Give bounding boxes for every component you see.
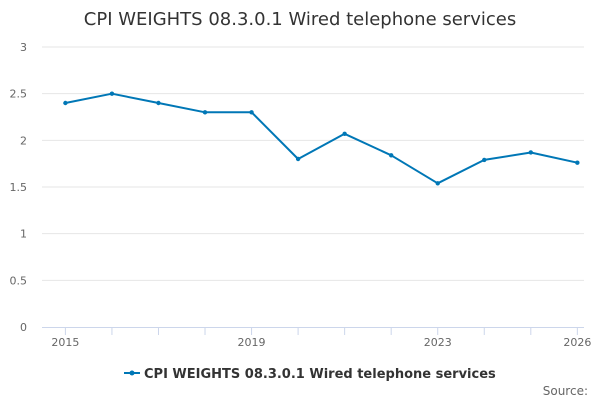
x-tick-label: 2026 <box>563 336 591 349</box>
x-tick-label: 2023 <box>424 336 452 349</box>
y-tick-label: 0 <box>20 321 27 334</box>
data-point[interactable] <box>575 160 580 165</box>
legend-swatch-marker <box>129 370 135 376</box>
x-tick-label: 2019 <box>238 336 266 349</box>
legend-label: CPI WEIGHTS 08.3.0.1 Wired telephone ser… <box>144 367 496 382</box>
data-point[interactable] <box>295 156 301 162</box>
data-point[interactable] <box>202 110 208 115</box>
y-tick-label: 2.5 <box>10 88 28 101</box>
legend[interactable]: CPI WEIGHTS 08.3.0.1 Wired telephone ser… <box>124 367 496 382</box>
data-point[interactable] <box>63 100 68 106</box>
data-point[interactable] <box>388 153 394 158</box>
data-point[interactable] <box>156 100 161 106</box>
y-tick-label: 1.5 <box>10 181 28 194</box>
data-point[interactable] <box>482 157 487 163</box>
gridlines <box>42 46 584 281</box>
series-line[interactable] <box>64 92 579 185</box>
y-tick-label: 1 <box>20 228 27 241</box>
data-point[interactable] <box>109 91 115 96</box>
data-point[interactable] <box>249 110 254 115</box>
chart-title: CPI WEIGHTS 08.3.0.1 Wired telephone ser… <box>84 9 516 30</box>
data-point[interactable] <box>435 181 440 186</box>
y-tick-label: 3 <box>20 41 27 54</box>
series-group <box>63 91 580 186</box>
y-tick-label: 2 <box>20 134 27 147</box>
y-tick-label: 0.5 <box>10 274 28 287</box>
x-axis: 2015 2019 2023 2026 <box>42 327 591 349</box>
x-tick-label: 2015 <box>51 336 79 349</box>
source-credit: Source: <box>543 384 588 398</box>
data-point[interactable] <box>528 150 534 155</box>
data-point[interactable] <box>342 131 347 136</box>
y-axis: 0 0.5 1 1.5 2 2.5 3 <box>10 41 28 334</box>
